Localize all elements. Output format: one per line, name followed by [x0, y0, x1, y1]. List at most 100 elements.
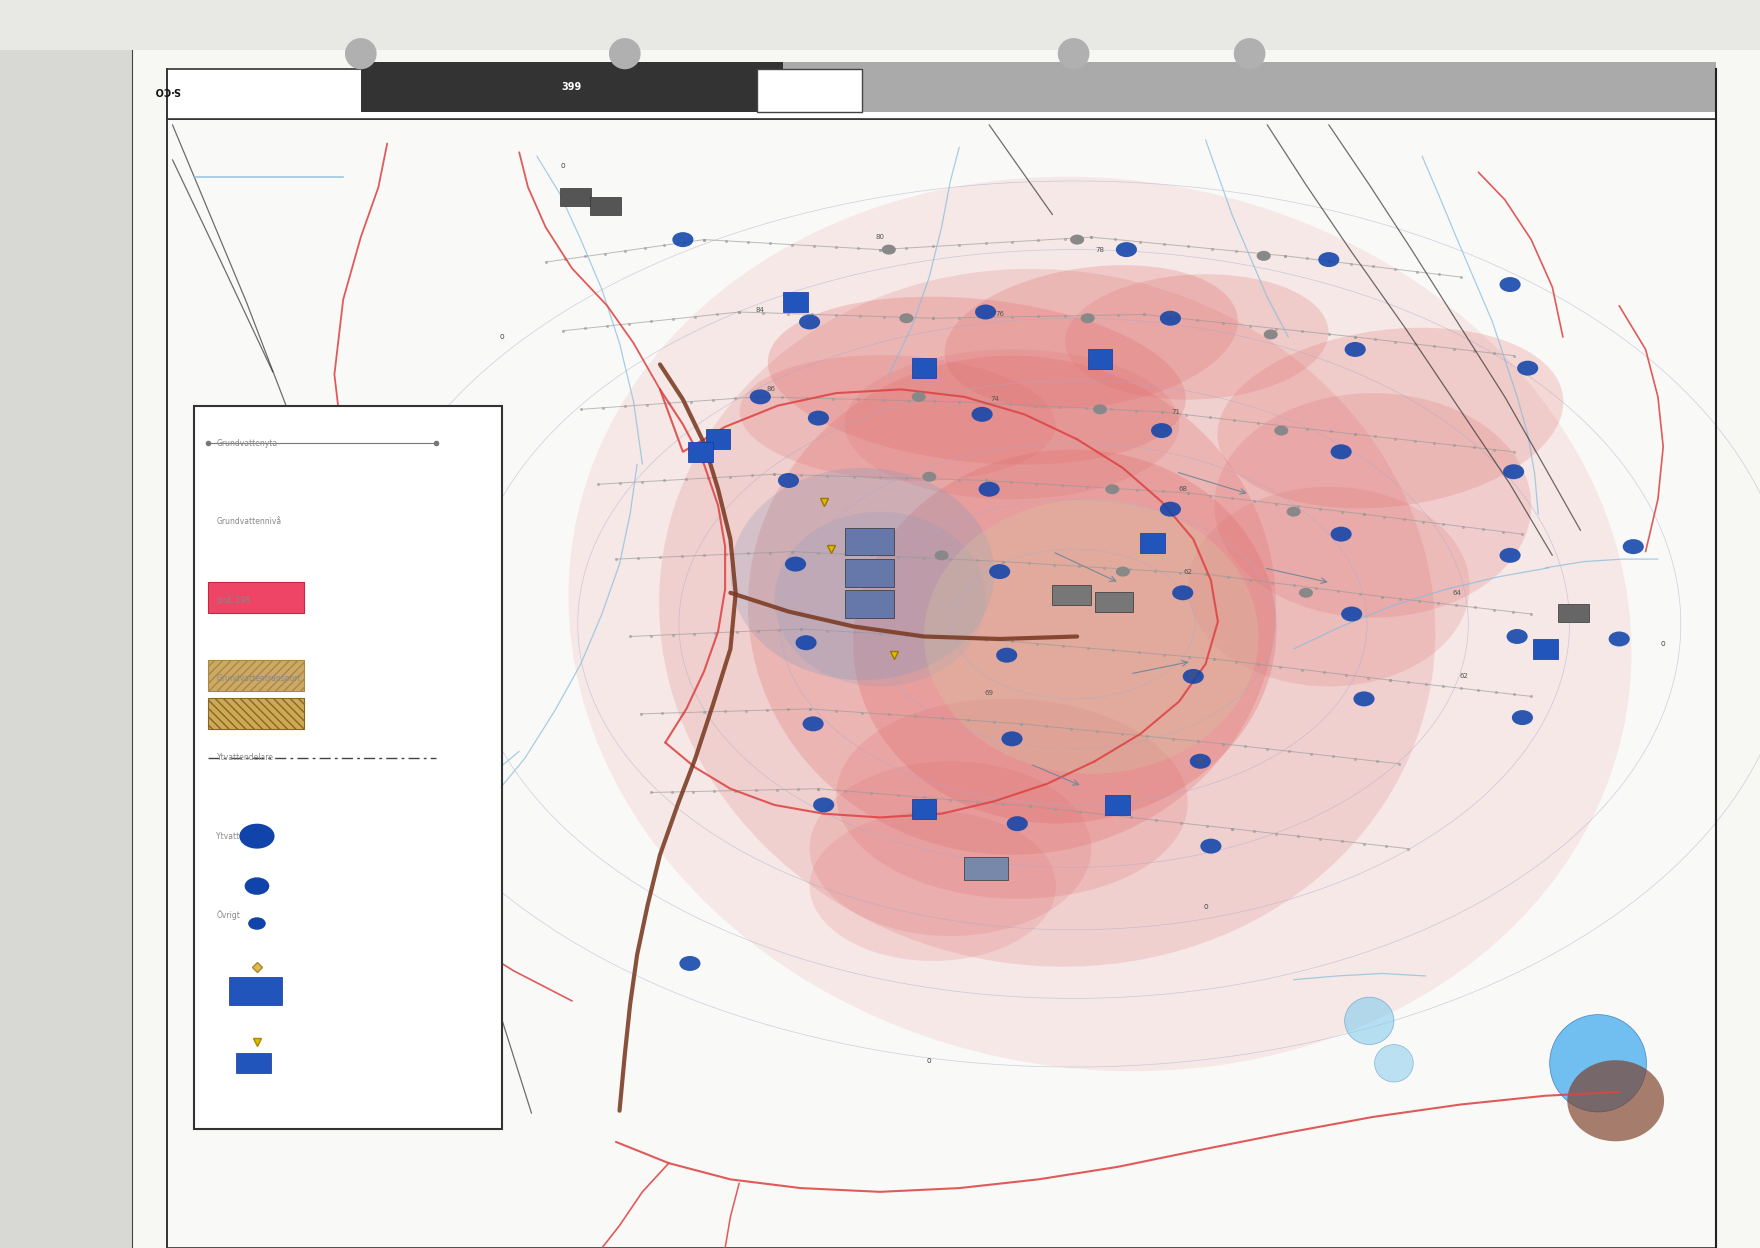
Ellipse shape: [1188, 487, 1470, 686]
Ellipse shape: [810, 761, 1091, 936]
Bar: [0, 50, 132, 1248]
Text: 62: 62: [1459, 674, 1470, 679]
Circle shape: [1105, 484, 1119, 494]
Ellipse shape: [810, 811, 1056, 961]
Ellipse shape: [774, 512, 986, 686]
Circle shape: [1081, 313, 1095, 323]
Circle shape: [975, 305, 996, 319]
Ellipse shape: [609, 39, 641, 69]
Text: 86: 86: [766, 387, 776, 392]
Bar: [757, 69, 862, 112]
Circle shape: [1190, 754, 1211, 769]
Circle shape: [1257, 251, 1271, 261]
Bar: [912, 799, 936, 819]
Ellipse shape: [945, 265, 1237, 409]
Circle shape: [1001, 731, 1023, 746]
Circle shape: [1183, 669, 1204, 684]
Bar: [688, 442, 713, 462]
Text: 68: 68: [1177, 487, 1188, 492]
Circle shape: [1070, 235, 1084, 245]
Bar: [1095, 592, 1133, 612]
Circle shape: [1623, 539, 1644, 554]
Bar: [845, 528, 894, 555]
Ellipse shape: [1058, 39, 1089, 69]
Circle shape: [1517, 361, 1538, 376]
Bar: [783, 62, 1716, 112]
Circle shape: [1160, 311, 1181, 326]
Bar: [590, 197, 621, 215]
Bar: [845, 590, 894, 618]
Circle shape: [1116, 567, 1130, 577]
Circle shape: [750, 389, 771, 404]
Bar: [1533, 639, 1558, 659]
Circle shape: [799, 314, 820, 329]
Circle shape: [1200, 839, 1221, 854]
Text: o: o: [1661, 639, 1665, 649]
Text: Jord, 198: Jord, 198: [216, 595, 250, 605]
Circle shape: [882, 245, 896, 255]
Bar: [208, 660, 304, 691]
Text: 64: 64: [1452, 590, 1463, 595]
Bar: [783, 292, 808, 312]
Circle shape: [785, 557, 806, 572]
Bar: [964, 857, 1008, 880]
Ellipse shape: [845, 349, 1179, 499]
Text: 78: 78: [1095, 247, 1105, 252]
Text: o: o: [1204, 901, 1207, 911]
Circle shape: [1500, 277, 1521, 292]
Text: Grundvattentransport: Grundvattentransport: [216, 674, 301, 684]
Bar: [208, 582, 304, 613]
Ellipse shape: [767, 297, 1186, 464]
Text: o: o: [928, 1056, 931, 1066]
Text: 74: 74: [989, 397, 1000, 402]
Ellipse shape: [1549, 1015, 1647, 1112]
Circle shape: [935, 550, 949, 560]
Text: Övrigt: Övrigt: [216, 910, 241, 920]
Text: 60: 60: [1188, 674, 1199, 679]
Text: 76: 76: [994, 312, 1005, 317]
Circle shape: [1500, 548, 1521, 563]
Bar: [1105, 795, 1130, 815]
Ellipse shape: [1345, 997, 1394, 1045]
Text: 80: 80: [875, 235, 885, 240]
Ellipse shape: [1065, 275, 1329, 399]
Bar: [560, 188, 591, 206]
Circle shape: [1172, 585, 1193, 600]
Circle shape: [1503, 464, 1524, 479]
Circle shape: [1007, 816, 1028, 831]
Circle shape: [796, 635, 817, 650]
Bar: [845, 559, 894, 587]
Ellipse shape: [730, 468, 994, 680]
Circle shape: [972, 407, 993, 422]
Text: o: o: [500, 332, 503, 342]
Circle shape: [979, 482, 1000, 497]
Bar: [167, 119, 1716, 1248]
Ellipse shape: [345, 39, 377, 69]
Circle shape: [1609, 631, 1630, 646]
Circle shape: [1299, 588, 1313, 598]
Text: □: □: [609, 207, 616, 217]
Circle shape: [1151, 423, 1172, 438]
Bar: [912, 358, 936, 378]
Circle shape: [248, 917, 266, 930]
Text: 69: 69: [984, 690, 994, 695]
Circle shape: [1331, 527, 1352, 542]
Ellipse shape: [1566, 1061, 1665, 1141]
Text: Ytvatten 198: Ytvatten 198: [216, 831, 266, 841]
Bar: [706, 429, 730, 449]
Ellipse shape: [1234, 39, 1265, 69]
Bar: [1052, 585, 1091, 605]
Circle shape: [245, 877, 269, 895]
Bar: [1140, 533, 1165, 553]
Circle shape: [1160, 502, 1181, 517]
Ellipse shape: [739, 356, 1056, 480]
Ellipse shape: [568, 177, 1632, 1071]
Bar: [1558, 604, 1589, 622]
Bar: [361, 62, 783, 112]
Ellipse shape: [854, 449, 1276, 824]
Text: o: o: [561, 161, 565, 171]
Circle shape: [239, 824, 275, 849]
Text: 399: 399: [561, 82, 583, 92]
Circle shape: [1345, 342, 1366, 357]
Text: 84: 84: [755, 307, 766, 312]
